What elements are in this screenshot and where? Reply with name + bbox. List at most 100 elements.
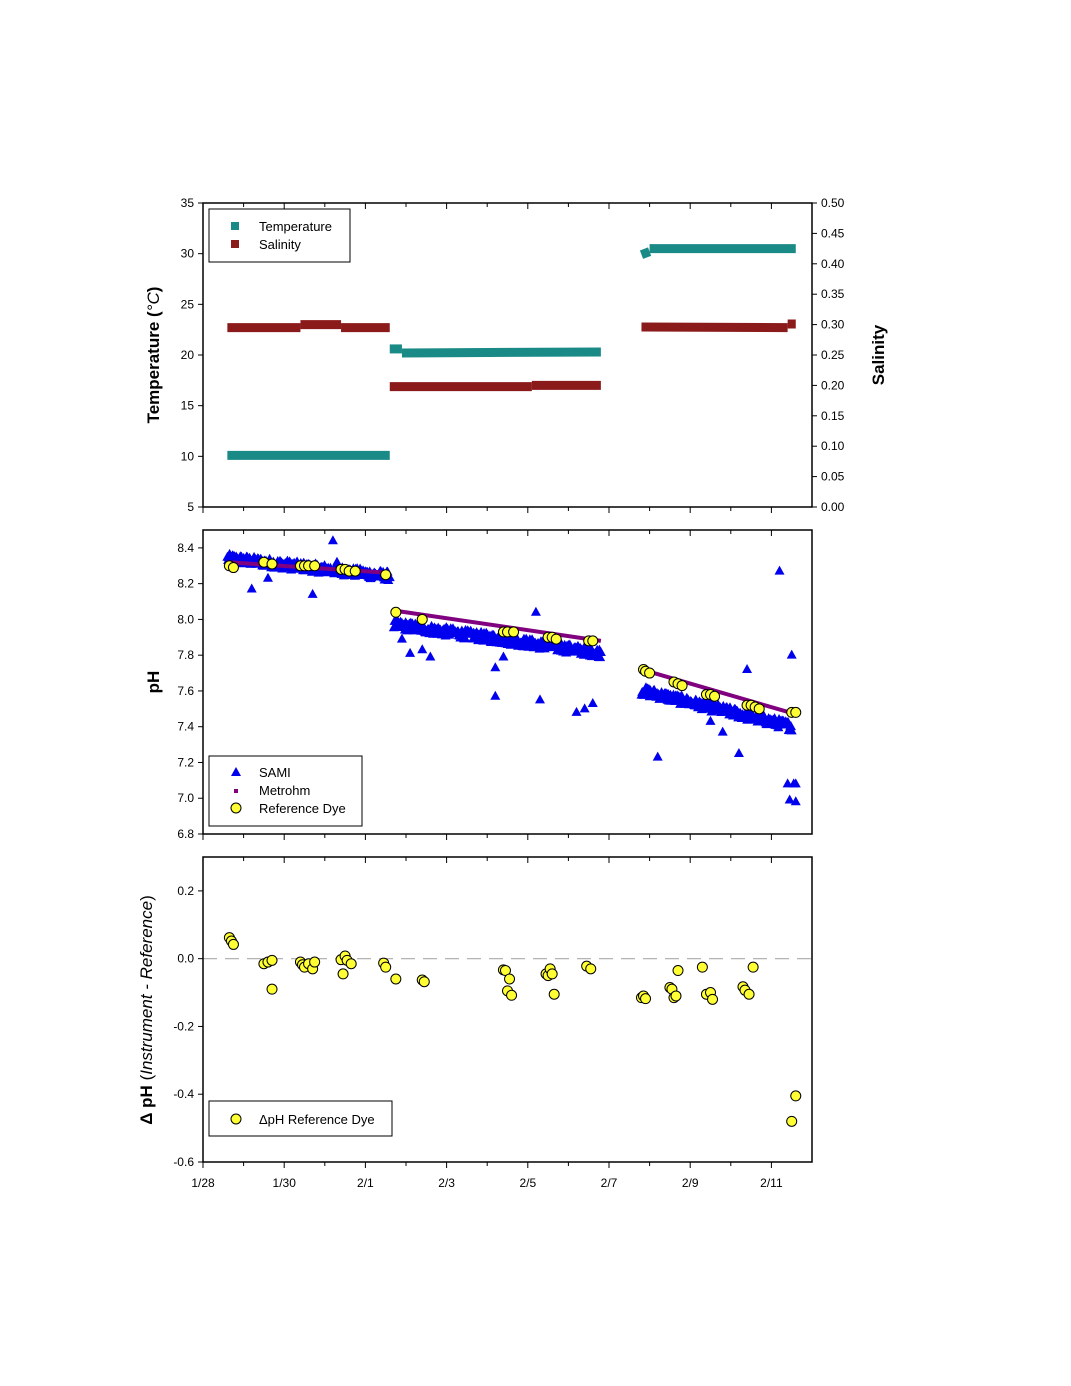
legend-reference-dye-marker [230, 802, 242, 814]
delta-ph-point [790, 1090, 802, 1102]
legend-temperature-label: Temperature [259, 219, 332, 234]
delta-ph-point [548, 988, 560, 1000]
ph-axis-tick-label: 6.8 [177, 827, 194, 841]
date-tick-label: 2/11 [760, 1176, 783, 1190]
delta-ph-axis-tick-label: -0.4 [173, 1087, 194, 1101]
delta-ph-point [640, 993, 652, 1005]
date-tick-label: 1/30 [273, 1176, 297, 1190]
salinity-axis-tick-label: 0.50 [821, 196, 845, 210]
ph-axis-tick-label: 8.0 [177, 612, 194, 626]
sami-point [498, 651, 509, 661]
delta-ph-point [696, 961, 708, 973]
reference-dye-point [587, 635, 599, 647]
delta-ph-point [266, 954, 278, 966]
sami-point [425, 651, 436, 661]
ph-axis-tick-label: 8.2 [177, 577, 194, 591]
reference-dye-point [390, 606, 402, 618]
sami-point [327, 535, 338, 545]
ph-axis-tick-label: 7.0 [177, 791, 194, 805]
sami-point [490, 690, 501, 700]
delta-ph-point [506, 989, 518, 1001]
legend-metrohm-marker [234, 789, 238, 793]
delta-ph-point [309, 956, 321, 968]
legend-sami-label: SAMI [259, 765, 291, 780]
temperature-axis-tick-label: 10 [181, 449, 195, 463]
delta-ph-axis-title: Δ pH (Instrument - Reference) [137, 895, 156, 1125]
date-tick-label: 2/7 [601, 1176, 618, 1190]
legend-delta-ph-label: ΔpH Reference Dye [259, 1112, 375, 1127]
reference-dye-point [416, 613, 428, 625]
sami-point [530, 606, 541, 616]
top-legend-box [208, 208, 351, 263]
delta-ph-point [786, 1115, 798, 1127]
reference-dye-point [349, 565, 361, 577]
temperature-axis-tick-label: 30 [181, 247, 195, 261]
temperature-axis-tick-label: 25 [181, 297, 195, 311]
date-tick-label: 2/3 [438, 1176, 455, 1190]
legend-temperature-marker [231, 222, 239, 230]
sami-point [307, 588, 318, 598]
delta-ph-point [380, 961, 392, 973]
sami-point [405, 647, 416, 657]
delta-ph-point [670, 990, 682, 1002]
middle-legend: SAMI Metrohm Reference Dye [208, 755, 363, 827]
temperature-axis-tick-label: 20 [181, 348, 195, 362]
salinity-axis-title: Salinity [869, 324, 888, 385]
salinity-axis-tick-label: 0.05 [821, 470, 845, 484]
reference-dye-point [380, 569, 392, 581]
middle-axes: 6.8 7.0 7.2 7.4 7.6 7.8 8.0 8.2 8.4 [177, 530, 772, 841]
salinity-axis-tick-label: 0.35 [821, 287, 845, 301]
sami-point [785, 721, 796, 731]
reference-dye-point [508, 626, 520, 638]
ph-panel: 6.8 7.0 7.2 7.4 7.6 7.8 8.0 8.2 8.4 pH SAMI Metr… [144, 529, 813, 841]
date-tick-label: 1/28 [191, 1176, 215, 1190]
sami-point [571, 706, 582, 716]
reference-dye-point [676, 680, 688, 692]
delta-ph-point [707, 993, 719, 1005]
reference-dye-point [644, 667, 656, 679]
sami-point [595, 647, 606, 657]
legend-sami-marker [231, 767, 241, 776]
metrohm-trace [640, 667, 797, 717]
delta-ph-axis-tick-label: 0.0 [177, 952, 194, 966]
date-tick-label: 2/5 [519, 1176, 536, 1190]
legend-salinity-marker [231, 240, 239, 248]
bottom-legend: ΔpH Reference Dye [208, 1100, 393, 1137]
ph-axis-tick-label: 7.4 [177, 720, 194, 734]
sami-point [790, 796, 801, 806]
ph-marks [222, 535, 802, 806]
delta-ph-axis-tick-label: -0.6 [173, 1155, 194, 1169]
salinity-axis-tick-label: 0.00 [821, 500, 845, 514]
sami-point [595, 652, 606, 662]
date-tick-label: 2/1 [357, 1176, 374, 1190]
reference-dye-point [753, 703, 765, 715]
temperature-trace [401, 347, 601, 358]
reference-dye-point [550, 633, 562, 645]
ph-axis-tick-label: 7.6 [177, 684, 194, 698]
temperature-salinity-marks [227, 244, 796, 460]
delta-ph-axis-tick-label: -0.2 [173, 1019, 194, 1033]
sami-point [705, 715, 716, 725]
legend-metrohm-label: Metrohm [259, 783, 310, 798]
temperature-axis-title: Temperature (°C) [144, 287, 163, 424]
sami-point [331, 556, 342, 566]
delta-ph-point [747, 961, 759, 973]
temperature-axis-tick-label: 15 [181, 399, 195, 413]
middle-legend-box [208, 755, 363, 827]
salinity-axis-tick-label: 0.15 [821, 409, 845, 423]
salinity-axis-tick-label: 0.10 [821, 439, 845, 453]
delta-ph-point [418, 976, 430, 988]
sami-point [587, 697, 598, 707]
delta-ph-point [390, 973, 402, 985]
delta-ph-point [585, 963, 597, 975]
temperature-axis-tick-label: 5 [187, 500, 194, 514]
temperature-salinity-panel: 5 10 15 20 25 30 35 0.00 0.05 0.10 0.15 0.20 0.25 0.3… [144, 196, 888, 514]
date-tick-label: 2/9 [682, 1176, 699, 1190]
top-legend: Temperature Salinity [208, 208, 351, 263]
delta-ph-point [743, 988, 755, 1000]
sami-point [652, 751, 663, 761]
salinity-axis-tick-label: 0.25 [821, 348, 845, 362]
temperature-trace [639, 247, 652, 259]
sami-point [742, 663, 753, 673]
bottom-plot-frame [202, 856, 813, 1163]
